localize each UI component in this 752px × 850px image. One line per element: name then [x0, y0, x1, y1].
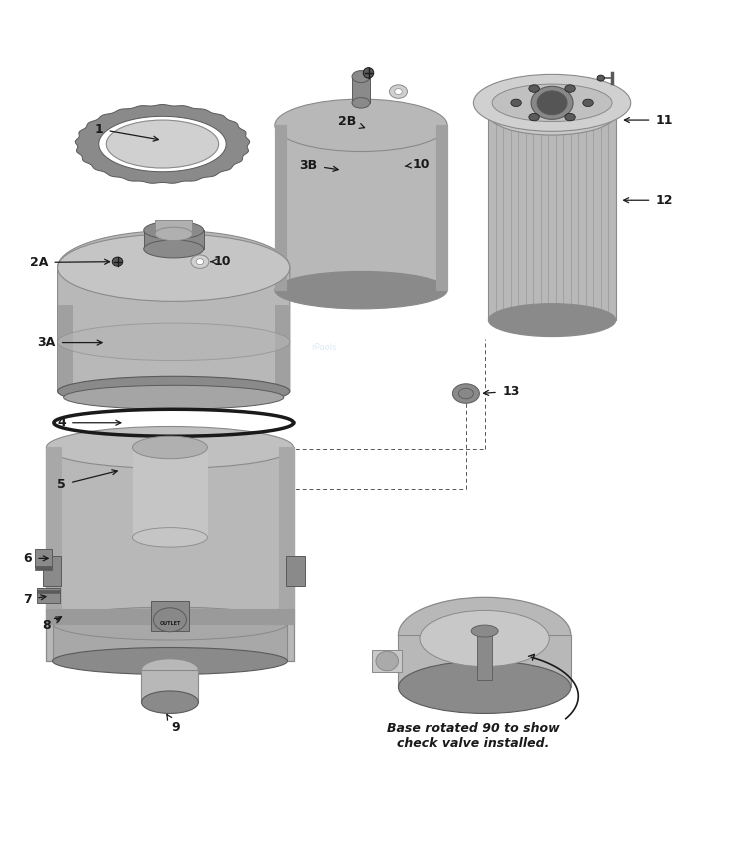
Ellipse shape	[141, 691, 199, 713]
Bar	[155, 220, 193, 234]
Polygon shape	[58, 230, 290, 391]
Text: 2A: 2A	[29, 256, 110, 269]
Bar	[35, 548, 52, 567]
Ellipse shape	[529, 113, 539, 121]
Ellipse shape	[352, 71, 370, 82]
Ellipse shape	[597, 75, 605, 81]
Bar	[274, 125, 286, 290]
Text: 8: 8	[42, 618, 60, 632]
Ellipse shape	[132, 528, 208, 547]
Text: 5: 5	[57, 470, 117, 491]
Ellipse shape	[537, 91, 567, 115]
Ellipse shape	[420, 610, 549, 666]
Bar	[35, 566, 52, 570]
Ellipse shape	[144, 240, 204, 258]
Bar	[38, 590, 60, 592]
Ellipse shape	[511, 99, 521, 106]
Ellipse shape	[363, 68, 374, 78]
Ellipse shape	[474, 74, 631, 131]
Ellipse shape	[459, 388, 474, 399]
Ellipse shape	[583, 99, 593, 106]
Ellipse shape	[112, 258, 123, 266]
Ellipse shape	[274, 271, 447, 309]
Text: rPools: rPools	[311, 343, 336, 352]
Ellipse shape	[153, 608, 186, 632]
Bar	[478, 631, 492, 680]
Bar	[278, 447, 293, 624]
Text: 3B: 3B	[299, 158, 338, 172]
Ellipse shape	[390, 85, 408, 99]
Bar	[399, 635, 571, 688]
Bar	[53, 624, 287, 661]
Ellipse shape	[58, 234, 290, 302]
Ellipse shape	[132, 436, 208, 459]
Ellipse shape	[488, 94, 616, 135]
Ellipse shape	[472, 625, 498, 637]
Polygon shape	[75, 105, 250, 184]
Ellipse shape	[376, 651, 399, 671]
Text: 12: 12	[623, 194, 673, 207]
Ellipse shape	[47, 427, 293, 468]
Bar	[352, 76, 370, 103]
Bar	[58, 305, 72, 391]
Ellipse shape	[53, 648, 287, 675]
Ellipse shape	[58, 377, 290, 406]
Ellipse shape	[488, 303, 616, 337]
Ellipse shape	[106, 120, 219, 168]
Bar	[38, 588, 60, 604]
Bar	[488, 114, 616, 320]
Text: 10: 10	[405, 158, 429, 171]
Ellipse shape	[53, 607, 287, 640]
Text: 1: 1	[95, 122, 159, 141]
Ellipse shape	[64, 385, 284, 409]
Text: 3A: 3A	[37, 336, 102, 349]
Ellipse shape	[196, 258, 204, 264]
Bar	[132, 447, 208, 537]
Bar	[436, 125, 447, 290]
Text: 9: 9	[167, 715, 180, 734]
Text: 2B: 2B	[338, 115, 365, 128]
Polygon shape	[99, 116, 226, 172]
Ellipse shape	[399, 661, 571, 713]
Bar	[372, 649, 402, 672]
Bar	[43, 556, 62, 586]
Ellipse shape	[565, 113, 575, 121]
Bar	[274, 305, 290, 391]
Ellipse shape	[531, 87, 573, 119]
Ellipse shape	[565, 85, 575, 93]
Bar	[47, 609, 293, 624]
Text: 13: 13	[484, 385, 520, 398]
Bar	[47, 447, 62, 624]
Text: OUTLET: OUTLET	[159, 621, 180, 626]
Text: 10: 10	[211, 255, 231, 268]
Ellipse shape	[399, 598, 571, 672]
Bar	[47, 447, 293, 661]
Bar	[286, 556, 305, 586]
Text: 4: 4	[57, 416, 121, 429]
Bar	[141, 670, 199, 702]
Bar	[144, 230, 204, 249]
Ellipse shape	[155, 227, 193, 241]
Bar	[274, 125, 447, 290]
Bar	[151, 601, 189, 631]
Ellipse shape	[529, 85, 539, 93]
Ellipse shape	[352, 98, 370, 108]
Ellipse shape	[58, 323, 290, 360]
Ellipse shape	[144, 221, 204, 239]
Text: Base rotated 90 to show
check valve installed.: Base rotated 90 to show check valve inst…	[387, 722, 559, 750]
Text: 6: 6	[23, 552, 48, 565]
Ellipse shape	[274, 99, 447, 151]
Ellipse shape	[395, 88, 402, 94]
Ellipse shape	[191, 255, 209, 269]
Ellipse shape	[453, 384, 479, 403]
Text: 7: 7	[23, 593, 46, 606]
Text: 11: 11	[624, 114, 673, 127]
Ellipse shape	[141, 659, 199, 681]
Ellipse shape	[492, 84, 612, 122]
